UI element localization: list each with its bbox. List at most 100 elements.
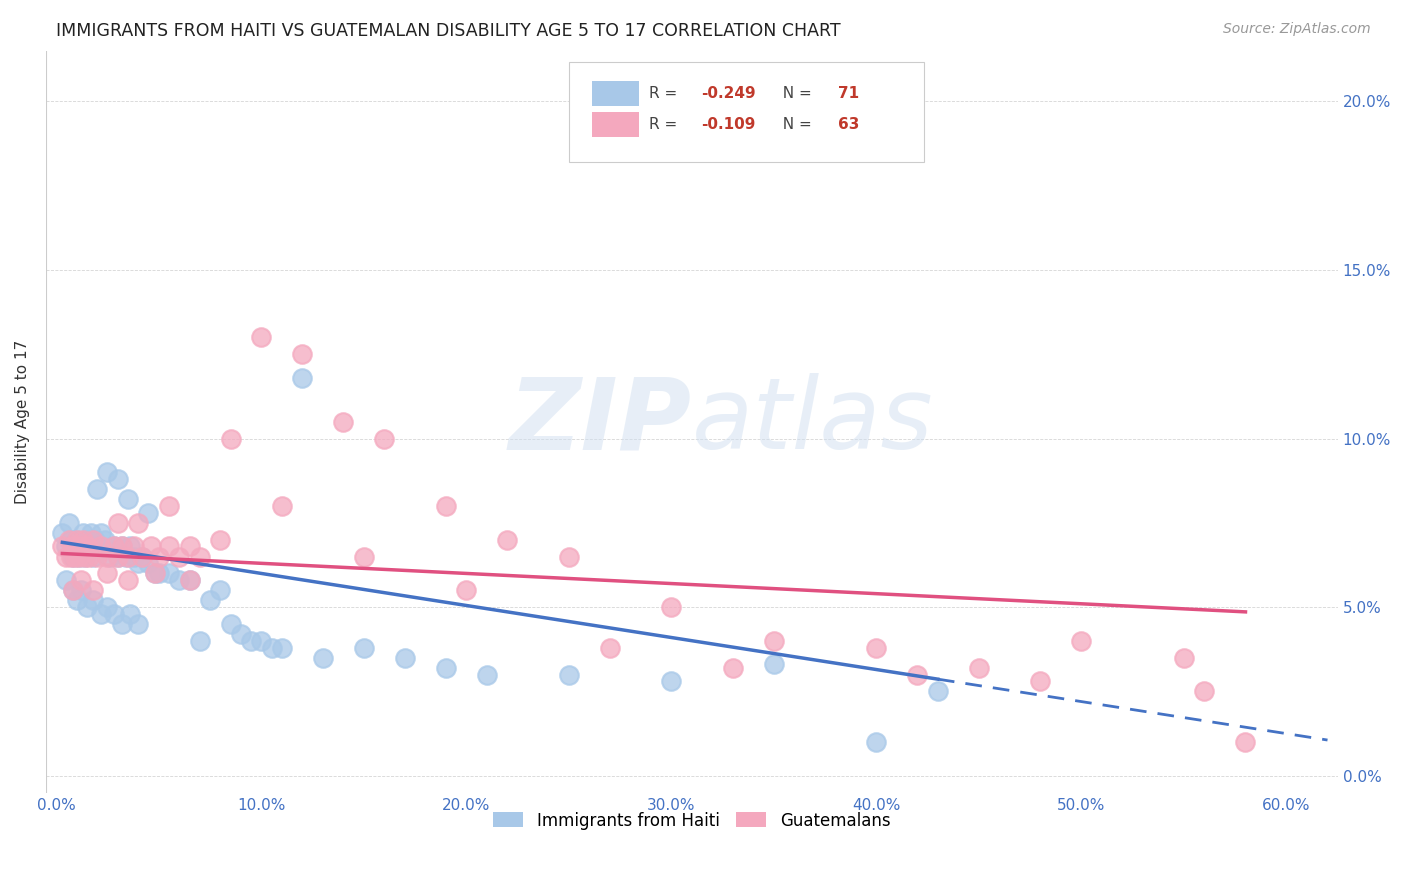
Point xyxy=(62,583,84,598)
Point xyxy=(456,583,478,598)
Text: 71: 71 xyxy=(838,87,859,101)
Point xyxy=(967,661,990,675)
Point xyxy=(115,549,138,564)
Point xyxy=(111,540,134,554)
Point xyxy=(76,533,98,547)
Text: 63: 63 xyxy=(838,118,859,132)
Text: IMMIGRANTS FROM HAITI VS GUATEMALAN DISABILITY AGE 5 TO 17 CORRELATION CHART: IMMIGRANTS FROM HAITI VS GUATEMALAN DISA… xyxy=(56,22,841,40)
Point xyxy=(167,573,190,587)
Point xyxy=(66,593,89,607)
Point xyxy=(63,549,86,564)
Point xyxy=(179,573,201,587)
Point xyxy=(58,533,80,547)
Point xyxy=(332,415,354,429)
Point xyxy=(659,674,682,689)
Point xyxy=(122,540,145,554)
Point xyxy=(127,516,149,530)
Point xyxy=(82,583,104,598)
Point xyxy=(62,540,84,554)
Point xyxy=(76,600,98,615)
Legend: Immigrants from Haiti, Guatemalans: Immigrants from Haiti, Guatemalans xyxy=(486,805,897,837)
Point xyxy=(143,566,166,581)
Point xyxy=(127,557,149,571)
Point xyxy=(179,573,201,587)
Point xyxy=(353,640,375,655)
Point xyxy=(103,607,125,621)
Point xyxy=(599,640,621,655)
Point xyxy=(69,573,91,587)
Point xyxy=(58,516,80,530)
Point xyxy=(312,650,335,665)
Point xyxy=(865,735,887,749)
Point xyxy=(1173,650,1195,665)
Point xyxy=(55,573,77,587)
Point xyxy=(1194,684,1216,698)
Point xyxy=(139,540,162,554)
Point xyxy=(291,347,314,361)
Point xyxy=(77,549,100,564)
Point xyxy=(107,549,129,564)
Point xyxy=(73,549,96,564)
Point xyxy=(69,540,91,554)
Point xyxy=(94,533,117,547)
Text: -0.109: -0.109 xyxy=(702,118,755,132)
Point xyxy=(927,684,949,698)
Point xyxy=(394,650,416,665)
Point xyxy=(117,492,139,507)
Point xyxy=(240,633,263,648)
Point xyxy=(86,540,108,554)
FancyBboxPatch shape xyxy=(569,62,924,162)
Point xyxy=(90,607,112,621)
Y-axis label: Disability Age 5 to 17: Disability Age 5 to 17 xyxy=(15,340,30,504)
Point xyxy=(138,557,160,571)
Point xyxy=(69,540,91,554)
Point xyxy=(69,583,91,598)
Text: R =: R = xyxy=(650,87,682,101)
Point xyxy=(55,549,77,564)
Point xyxy=(148,566,170,581)
Point xyxy=(229,627,252,641)
Point xyxy=(270,640,292,655)
Point xyxy=(475,667,498,681)
Text: Source: ZipAtlas.com: Source: ZipAtlas.com xyxy=(1223,22,1371,37)
Point xyxy=(558,667,581,681)
Point xyxy=(62,549,84,564)
Text: R =: R = xyxy=(650,118,682,132)
Point xyxy=(90,540,112,554)
Text: N =: N = xyxy=(773,118,817,132)
Point xyxy=(122,549,145,564)
Point xyxy=(67,549,90,564)
Point xyxy=(51,540,73,554)
Point xyxy=(118,540,141,554)
Point xyxy=(103,540,125,554)
Point xyxy=(96,600,118,615)
Point xyxy=(103,540,125,554)
Point xyxy=(117,549,139,564)
Point xyxy=(66,533,89,547)
Point xyxy=(353,549,375,564)
Point xyxy=(179,540,201,554)
Point xyxy=(96,566,118,581)
Text: -0.249: -0.249 xyxy=(702,87,755,101)
Point xyxy=(82,533,104,547)
Point xyxy=(90,525,112,540)
Point xyxy=(118,607,141,621)
Point xyxy=(209,533,232,547)
Point xyxy=(188,633,211,648)
FancyBboxPatch shape xyxy=(592,81,638,106)
Point xyxy=(219,617,242,632)
Point xyxy=(111,617,134,632)
Point xyxy=(148,549,170,564)
Point xyxy=(67,549,90,564)
Point xyxy=(72,533,94,547)
Point xyxy=(59,533,82,547)
Point xyxy=(157,499,180,513)
Point xyxy=(51,525,73,540)
Point xyxy=(209,583,232,598)
Point xyxy=(80,525,103,540)
Text: atlas: atlas xyxy=(692,373,934,470)
Point xyxy=(73,549,96,564)
Point xyxy=(157,566,180,581)
Point xyxy=(496,533,519,547)
Point xyxy=(1070,633,1092,648)
